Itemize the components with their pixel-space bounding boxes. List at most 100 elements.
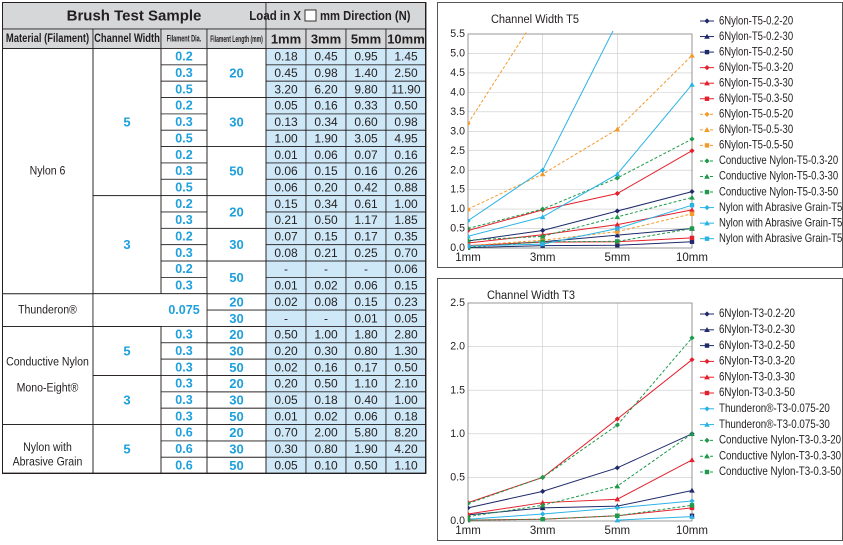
load-value: 0.42 xyxy=(354,180,378,194)
data-point xyxy=(689,194,695,200)
table-outline xyxy=(1,1,427,474)
load-value: 0.15 xyxy=(274,197,298,211)
data-point xyxy=(704,18,710,24)
filament-dia: 0.3 xyxy=(175,393,192,407)
data-point xyxy=(689,226,695,231)
series-line xyxy=(468,433,693,509)
data-point xyxy=(615,239,620,244)
load-value: - xyxy=(324,311,328,325)
filament-dia: 0.2 xyxy=(175,99,192,113)
data-point xyxy=(689,235,695,241)
load-value: 1.00 xyxy=(274,131,298,145)
load-value: 0.06 xyxy=(314,148,338,162)
load-value: 4.20 xyxy=(394,442,418,456)
series-line xyxy=(468,138,693,230)
load-value: 0.15 xyxy=(394,279,418,293)
load-value: 1.85 xyxy=(394,213,418,227)
filament-dia: 0.5 xyxy=(175,180,192,194)
load-value: 1.10 xyxy=(394,458,418,472)
load-value: 0.02 xyxy=(314,279,338,293)
load-value: 1.45 xyxy=(394,50,418,64)
load-value: 0.50 xyxy=(274,328,298,342)
load-value: 0.16 xyxy=(314,360,338,374)
data-point xyxy=(689,81,695,87)
legend-label: 6Nylon-T5-0.3-30 xyxy=(719,77,793,90)
col-header: Channel Width xyxy=(94,32,160,45)
load-value: 0.45 xyxy=(274,66,298,80)
data-point xyxy=(704,65,710,71)
filament-length: 30 xyxy=(229,343,243,358)
x-tick-label: 3mm xyxy=(530,525,556,537)
load-value: 0.80 xyxy=(354,344,378,358)
data-point xyxy=(614,171,621,177)
load-direction-box xyxy=(304,9,317,22)
plot-area xyxy=(467,302,693,522)
data-point xyxy=(704,143,710,148)
chart-title: Channel Width T3 xyxy=(487,290,575,302)
series-line xyxy=(468,55,693,210)
load-value: 0.61 xyxy=(354,197,378,211)
load-value: 1.00 xyxy=(314,328,338,342)
filament-dia: 0.3 xyxy=(175,164,192,178)
load-value: 0.18 xyxy=(314,393,338,407)
load-value: 0.33 xyxy=(354,99,378,113)
load-value: 0.50 xyxy=(354,458,378,472)
load-value: 0.06 xyxy=(274,164,298,178)
series-line xyxy=(468,228,693,248)
y-tick-label: 3.5 xyxy=(450,106,465,118)
load-value: 0.88 xyxy=(394,180,418,194)
x-tick-label: 10mm xyxy=(676,525,708,537)
load-value: - xyxy=(284,311,288,325)
y-tick-label: 4.0 xyxy=(450,86,465,98)
data-point xyxy=(539,505,546,511)
load-value: 0.01 xyxy=(274,279,298,293)
data-point xyxy=(689,188,695,195)
legend-label: Thunderon®-T3-0.075-30 xyxy=(719,418,830,431)
legend-label: 6Nylon-T5-0.2-20 xyxy=(719,14,793,27)
channel-width: 3 xyxy=(123,393,130,408)
material-name: Abrasive Grain xyxy=(13,456,83,469)
load-value: 0.50 xyxy=(314,213,338,227)
data-point xyxy=(615,513,620,518)
legend-label: 6Nylon-T3-0.2-50 xyxy=(719,339,795,352)
data-point xyxy=(704,127,710,133)
load-value: 8.20 xyxy=(394,426,418,440)
data-point xyxy=(468,225,471,232)
load-value: 1.90 xyxy=(314,131,338,145)
data-point xyxy=(704,189,710,195)
filament-length: 50 xyxy=(229,360,243,375)
series-line xyxy=(468,191,693,242)
data-point xyxy=(689,503,695,508)
load-value: 0.06 xyxy=(354,409,378,423)
load-header-label: Load in X xyxy=(249,9,301,24)
data-point xyxy=(468,517,471,523)
filament-dia: 0.3 xyxy=(175,377,192,391)
data-point xyxy=(540,239,545,244)
filament-dia: 0.6 xyxy=(175,442,192,456)
series-line xyxy=(468,337,693,505)
load-value: 0.30 xyxy=(314,344,338,358)
load-value: 0.17 xyxy=(354,230,378,244)
filament-dia: 0.3 xyxy=(175,279,192,293)
channel-width: 5 xyxy=(123,442,130,457)
data-point xyxy=(540,488,546,494)
series-line xyxy=(468,504,693,521)
load-value: 0.08 xyxy=(274,246,298,260)
load-value: 0.05 xyxy=(274,393,298,407)
filament-length: 30 xyxy=(229,237,243,252)
data-point xyxy=(704,406,710,412)
data-point xyxy=(539,214,546,220)
material-name: Thunderon® xyxy=(18,304,77,317)
thunderon-merged-cell xyxy=(92,293,208,327)
material-name: Mono-Eight® xyxy=(17,382,79,395)
data-point xyxy=(468,505,471,511)
load-value: 0.20 xyxy=(314,180,338,194)
series-line xyxy=(468,459,693,515)
load-value: 0.01 xyxy=(274,148,298,162)
data-point xyxy=(689,513,695,519)
legend-label: 6Nylon-T3-0.3-50 xyxy=(719,387,795,400)
data-point xyxy=(704,327,710,332)
series-line xyxy=(468,196,693,241)
legend-label: 6Nylon-T3-0.2-30 xyxy=(719,323,795,336)
material-name: Nylon 6 xyxy=(30,165,66,178)
